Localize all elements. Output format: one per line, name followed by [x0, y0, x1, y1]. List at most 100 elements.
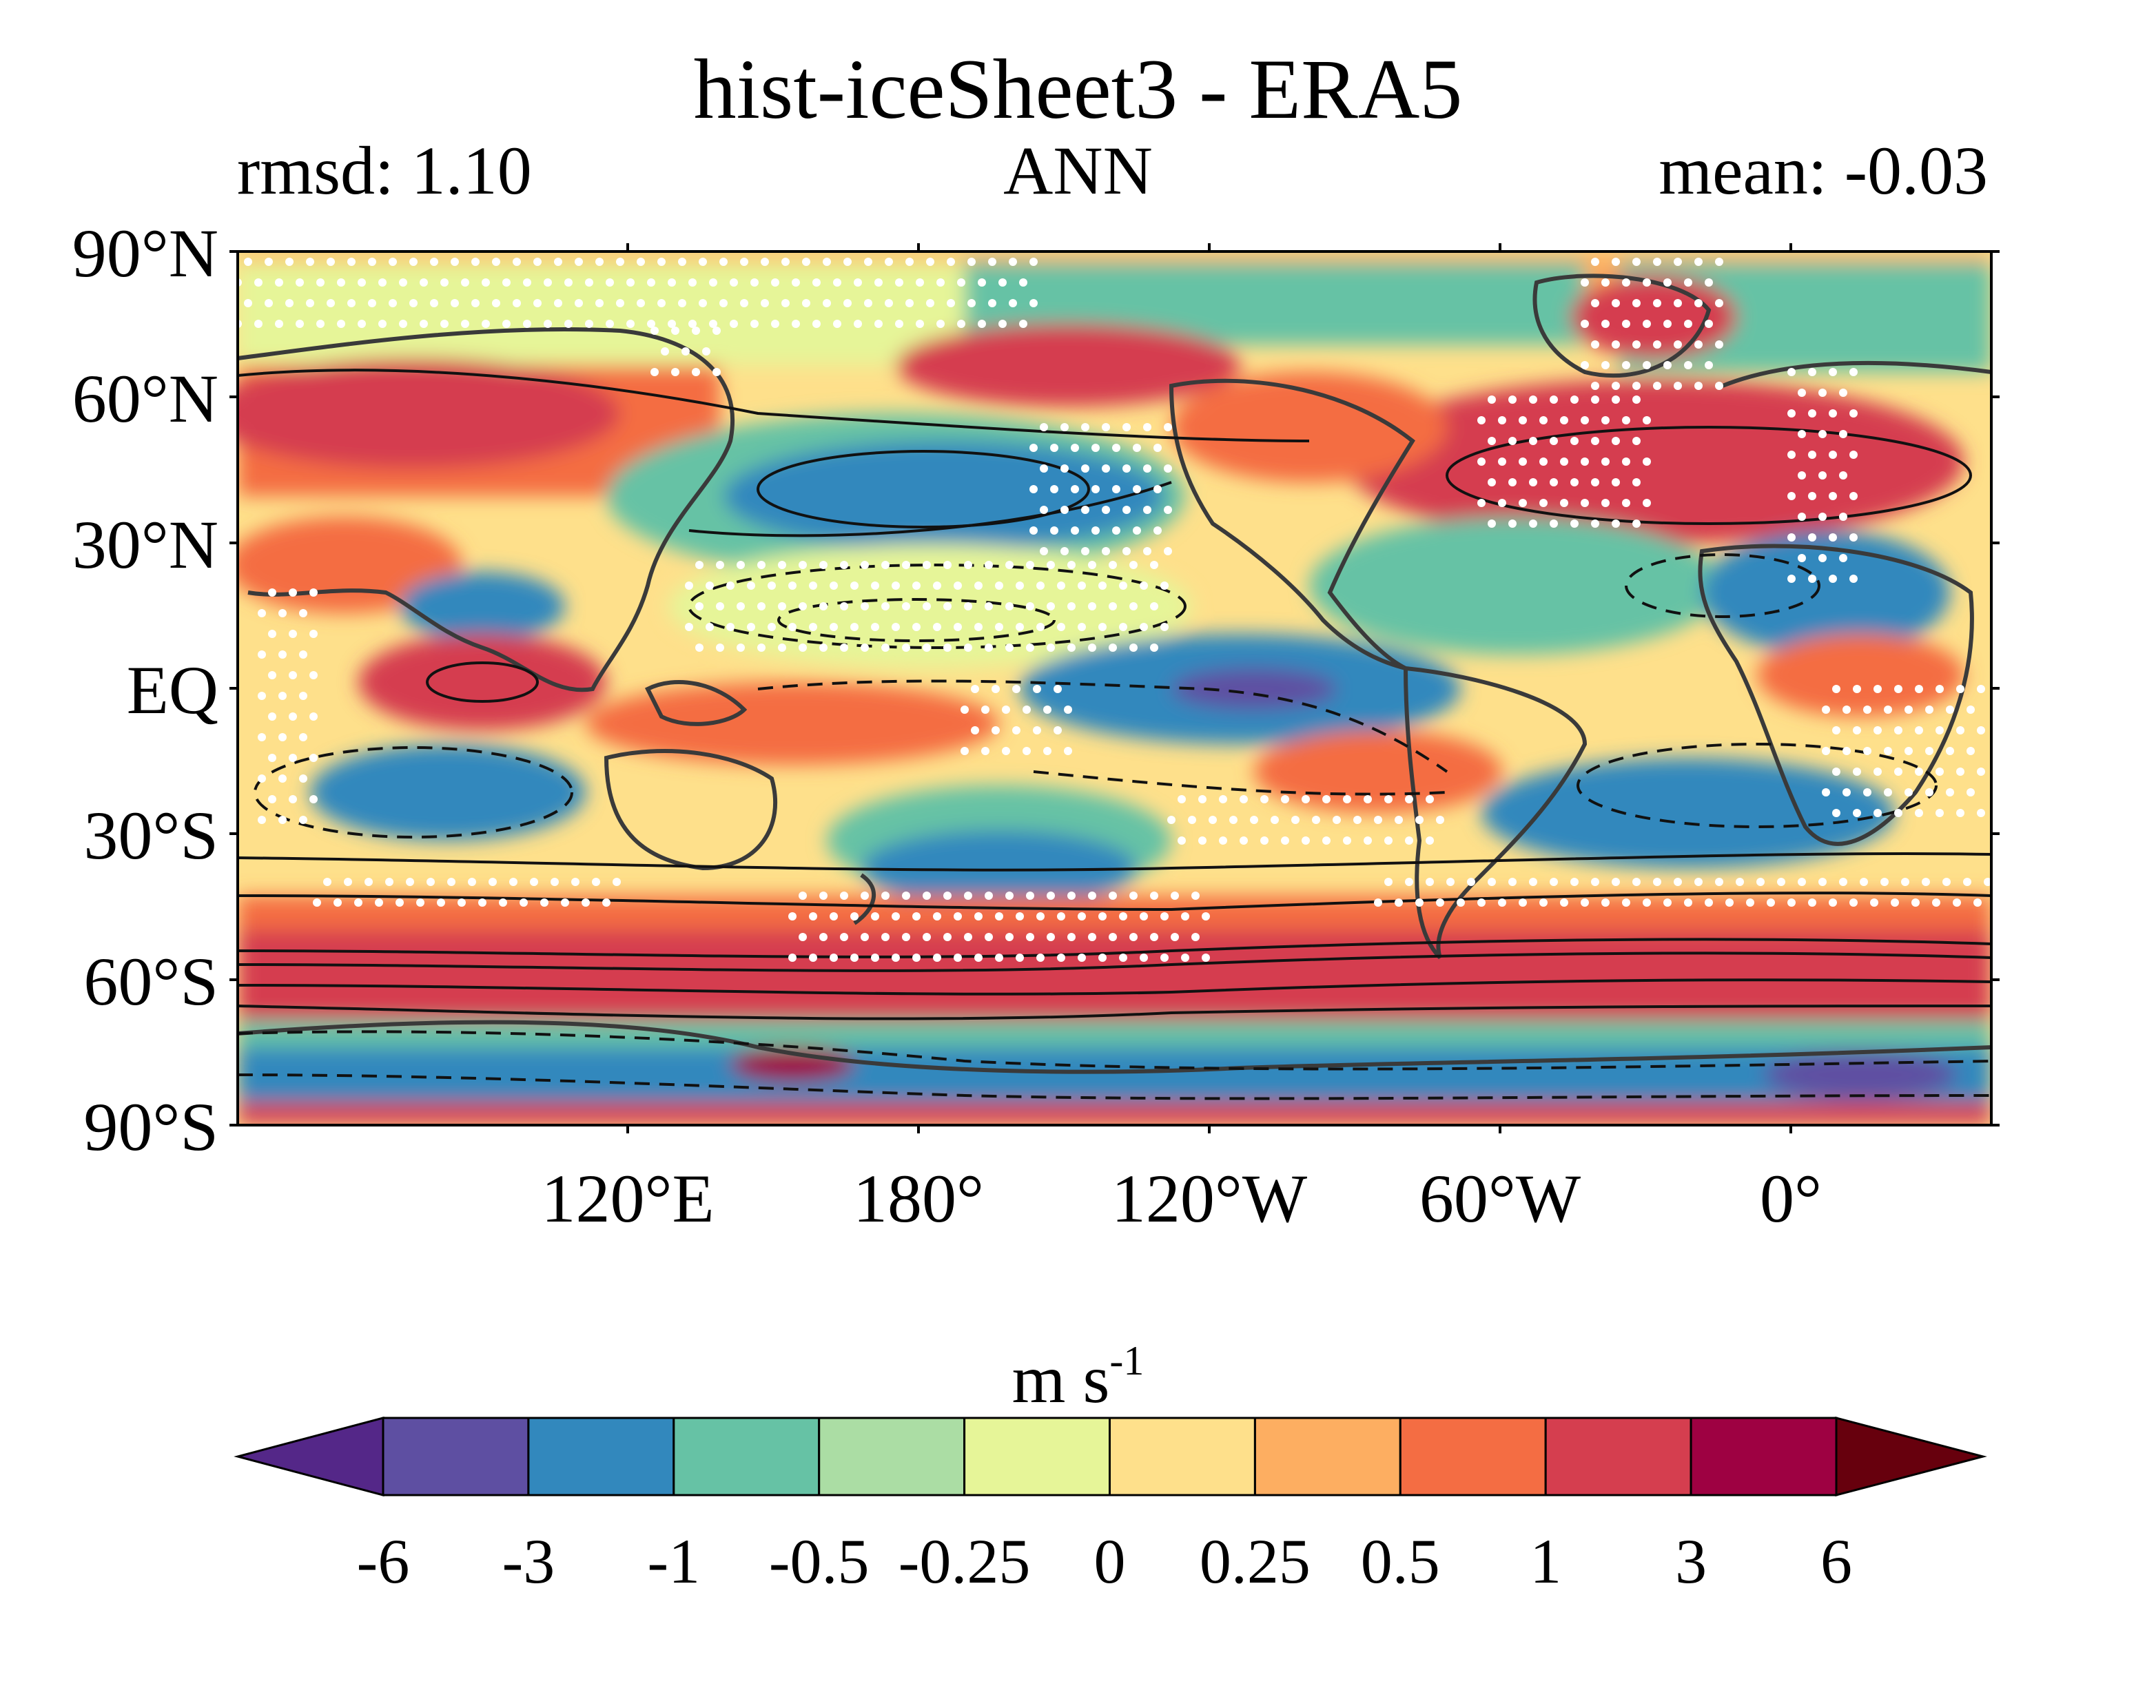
stipple-dot	[850, 582, 859, 590]
stipple-dot	[819, 892, 828, 900]
stipple-dot	[716, 602, 724, 610]
stipple-dot	[992, 685, 1000, 693]
stipple-dot	[668, 320, 676, 328]
stipple-dot	[771, 320, 779, 328]
field-atlantic-max	[1344, 379, 1964, 544]
stipple-dot	[1591, 340, 1599, 349]
stipple-dot	[840, 602, 848, 610]
stipple-dot	[1849, 492, 1858, 500]
coast-indonesia	[644, 680, 748, 726]
stipple-dot	[1808, 368, 1816, 376]
stipple-dot	[1067, 602, 1076, 610]
stipple-dot	[1415, 816, 1424, 824]
contour-neg-trop	[757, 679, 1448, 773]
stipple-dot	[1219, 795, 1227, 803]
stipple-dot	[843, 258, 852, 266]
stipple-dot	[730, 278, 738, 287]
stipple-dot	[1643, 898, 1651, 907]
stipple-dot	[1436, 898, 1444, 907]
stipple-dot	[719, 258, 728, 266]
stipple-dot	[964, 602, 972, 610]
stipple-dot	[668, 278, 676, 287]
stipple-dot	[309, 588, 318, 597]
stipple-dot	[1663, 320, 1672, 328]
stipple-dot	[954, 582, 962, 590]
stipple-dot	[499, 898, 507, 907]
stipple-dot	[1829, 492, 1837, 500]
stipple-dot	[337, 320, 345, 328]
stipple-dot	[1191, 933, 1200, 941]
stipple-dot	[278, 609, 287, 617]
stipple-dot	[1129, 561, 1138, 569]
mean-label: mean: -0.03	[1659, 132, 1988, 209]
stipple-dot	[1405, 878, 1413, 886]
stipple-dot	[854, 320, 862, 328]
stipple-dot	[258, 609, 266, 617]
stipple-dot	[626, 320, 635, 328]
stipple-dot	[575, 258, 583, 266]
stipple-dot	[1787, 533, 1796, 542]
stipple-dot	[268, 588, 276, 597]
stipple-dot	[778, 561, 786, 569]
stipple-dot	[1601, 457, 1610, 466]
stipple-dot	[1153, 444, 1162, 452]
lat-label: 60°S	[83, 943, 218, 1020]
stipple-dot	[1643, 278, 1651, 287]
stipple-dot	[602, 898, 610, 907]
stipple-dot	[551, 878, 559, 886]
stipple-dot	[830, 582, 838, 590]
stipple-dot	[1550, 437, 1558, 445]
stipple-dot	[1808, 409, 1816, 418]
field-satl-min	[1481, 758, 1895, 868]
stipple-dot	[1591, 382, 1599, 390]
stipple-dot	[1539, 416, 1548, 424]
season-label: ANN	[1003, 132, 1153, 209]
stipple-dot	[523, 320, 531, 328]
stipple-dot	[1581, 499, 1589, 507]
stipple-dot	[954, 912, 962, 920]
stipple-dot	[1570, 878, 1579, 886]
stipple-dot	[809, 954, 817, 962]
stipple-dot	[354, 898, 362, 907]
stipple-dot	[492, 258, 500, 266]
stipple-dot	[1016, 582, 1024, 590]
stipple-dot	[471, 258, 480, 266]
stipple-dot	[1033, 685, 1041, 693]
stipple-dot	[1643, 416, 1651, 424]
stipple-dot	[1271, 816, 1279, 824]
stipple-dot	[761, 258, 769, 266]
stipple-dot	[1112, 526, 1120, 535]
stipple-dot	[750, 278, 759, 287]
stipple-dot	[685, 623, 693, 631]
stipple-dot	[1050, 485, 1058, 493]
stipple-dot	[681, 347, 690, 356]
stipple-dot	[926, 299, 934, 307]
stipple-dot	[830, 623, 838, 631]
stipple-dot	[998, 278, 1007, 287]
stipple-dot	[399, 278, 407, 287]
stipple-dot	[1653, 878, 1661, 886]
stipple-dot	[861, 644, 869, 652]
stipple-dot	[1150, 644, 1158, 652]
stipple-dot	[1040, 506, 1048, 514]
stipple-dot	[1457, 898, 1465, 907]
stipple-dot	[616, 299, 624, 307]
stipple-dot	[299, 650, 307, 659]
stipple-dot	[296, 278, 304, 287]
stipple-dot	[1047, 644, 1055, 652]
stipple-dot	[275, 278, 283, 287]
stipple-dot	[726, 582, 735, 590]
stipple-dot	[1715, 258, 1723, 266]
stipple-dot	[1756, 878, 1765, 886]
stipple-dot	[1129, 892, 1138, 900]
stipple-dot	[1853, 768, 1861, 776]
stipple-dot	[809, 582, 817, 590]
stipple-dot	[923, 602, 931, 610]
stipple-dot	[595, 299, 604, 307]
stipple-dot	[985, 933, 993, 941]
stipple-dot	[358, 320, 366, 328]
stipple-dot	[1129, 644, 1138, 652]
stipple-dot	[1119, 582, 1127, 590]
stipple-dot	[430, 258, 438, 266]
stipple-dot	[430, 299, 438, 307]
